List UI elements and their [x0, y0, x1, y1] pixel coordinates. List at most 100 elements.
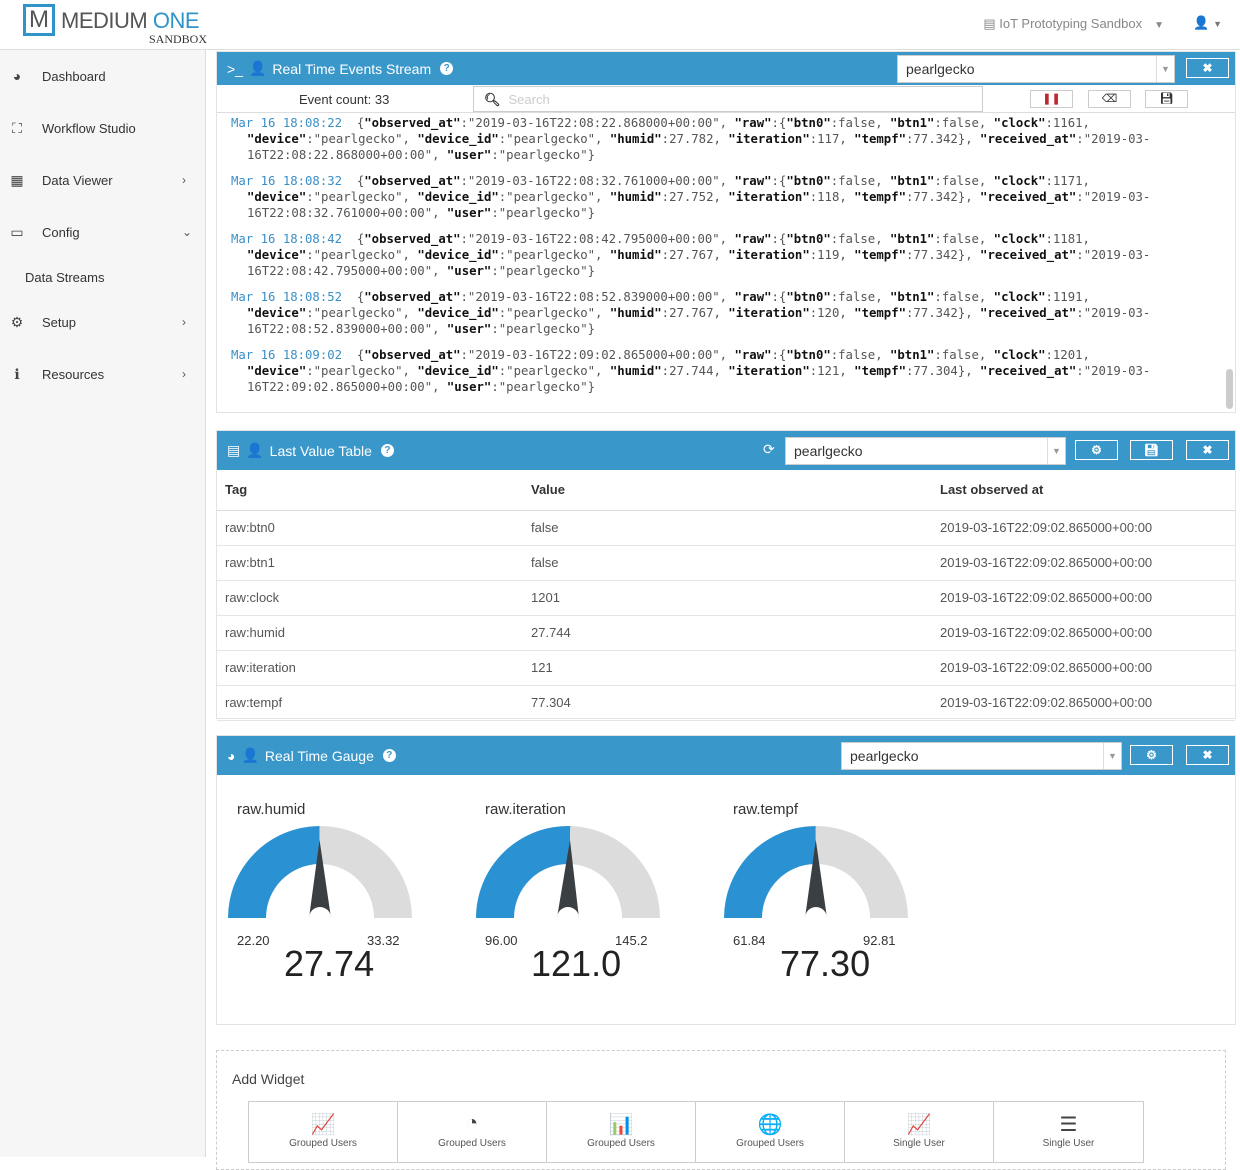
add-widget-title: Add Widget [232, 1071, 305, 1087]
user-select[interactable]: pearlgecko ▼ [785, 437, 1066, 465]
field-humid: 27.767 [669, 306, 714, 320]
table-row: raw:clock 1201 2019-03-16T22:09:02.865000+… [217, 580, 1235, 616]
sidebar-item-setup[interactable]: ⚙ Setup › [0, 296, 205, 348]
user-menu[interactable]: 👤 ▼ [1193, 15, 1222, 31]
tag-cell: raw:humid [217, 615, 523, 651]
log-entry: Mar 16 18:09:02 {"observed_at":"2019-03-… [231, 348, 1151, 394]
save-button[interactable]: 💾︎ [1145, 90, 1188, 108]
user-icon: 👤 [246, 442, 264, 458]
gauge-dial [476, 826, 660, 919]
field-observed_at: 2019-03-16T22:08:52.839000+00:00 [475, 290, 713, 304]
brand-sub: SANDBOX [149, 32, 208, 46]
field-device: pearlgecko [321, 306, 396, 320]
column-header-value[interactable]: Value [523, 470, 932, 511]
widget-option-label: Grouped Users [736, 1138, 804, 1149]
field-btn1: false [941, 290, 979, 304]
field-device_id: pearlgecko [513, 132, 588, 146]
log-time: Mar 16 18:08:32 [231, 174, 343, 188]
sidebar-item-data-viewer[interactable]: ▦ Data Viewer › [0, 154, 205, 206]
add-widget-option[interactable]: 📊 Grouped Users [547, 1102, 696, 1162]
log-time: Mar 16 18:08:42 [231, 232, 343, 246]
user-select-value: pearlgecko [850, 748, 919, 764]
events-toolbar: Event count: 33 🔍︎ Search ❚❚ ⌫ 💾︎ [217, 85, 1235, 113]
field-device: pearlgecko [321, 248, 396, 262]
save-button[interactable]: 💾︎ [1130, 440, 1173, 460]
server-icon: ☰ [1059, 1114, 1078, 1136]
field-device: pearlgecko [321, 190, 396, 204]
add-widget-option[interactable]: ◔ Grouped Users [398, 1102, 547, 1162]
log-entry: Mar 16 18:08:52 {"observed_at":"2019-03-… [231, 290, 1151, 336]
chevron-down-icon: ▼ [1103, 743, 1121, 769]
settings-button[interactable]: ⚙ [1130, 745, 1173, 765]
field-device_id: pearlgecko [513, 248, 588, 262]
add-widget-option[interactable]: ☰ Single User [994, 1102, 1143, 1162]
sidebar-item-dashboard[interactable]: ◕ Dashboard [0, 50, 205, 102]
log-time: Mar 16 18:08:52 [231, 290, 343, 304]
field-tempf: 77.342 [913, 248, 958, 262]
search-input[interactable]: 🔍︎ Search [473, 86, 983, 112]
sidebar-item-workflow-studio[interactable]: ⛶ Workflow Studio [0, 102, 205, 154]
gauge-max: 33.32 [367, 933, 400, 948]
tag-cell: raw:btn1 [217, 545, 523, 581]
logo[interactable]: M MEDIUM ONE SANDBOX [23, 4, 207, 46]
column-header-last-observed[interactable]: Last observed at [932, 470, 1235, 511]
help-icon[interactable]: ? [380, 444, 394, 457]
field-tempf: 77.342 [913, 190, 958, 204]
field-clock: 1201 [1052, 348, 1083, 362]
user-select-value: pearlgecko [794, 443, 863, 459]
events-stream-panel: >_ 👤 Real Time Events Stream ? pearlgeck… [216, 51, 1236, 413]
sidebar-item-resources[interactable]: ℹ Resources › [0, 348, 205, 400]
help-icon[interactable]: ? [440, 62, 454, 75]
field-btn1: false [941, 174, 979, 188]
settings-button[interactable]: ⚙ [1075, 440, 1118, 460]
sidebar-item-config[interactable]: ▭ Config ⌄ [0, 206, 205, 258]
help-icon[interactable]: ? [382, 749, 396, 762]
eraser-button[interactable]: ⌫ [1088, 90, 1131, 108]
field-iteration: 118 [817, 190, 840, 204]
last-observed-cell: 2019-03-16T22:09:02.865000+00:00 [932, 510, 1235, 546]
list-icon: ▤ [227, 442, 241, 458]
field-device_id: pearlgecko [513, 190, 588, 204]
value-cell: 1201 [523, 580, 932, 616]
close-button[interactable]: ✖ [1186, 58, 1229, 78]
table-row: raw:btn1 false 2019-03-16T22:09:02.865000+… [217, 545, 1235, 581]
sidebar-item-data-streams[interactable]: Data Streams [0, 258, 205, 296]
column-header-tag[interactable]: Tag [217, 470, 523, 511]
field-received_at: 2019-03-16T22:09:02.865000+00:00 [247, 364, 1151, 394]
gears-icon: ⚙ [10, 313, 24, 330]
project-name: IoT Prototyping Sandbox [999, 16, 1143, 31]
close-button[interactable]: ✖ [1186, 745, 1229, 765]
gauge-value: 27.74 [284, 943, 375, 984]
table-icon: ▦ [10, 171, 24, 188]
add-widget-option[interactable]: 📈 Grouped Users [249, 1102, 398, 1162]
gauge-max: 92.81 [863, 933, 896, 948]
chevron-down-icon: ▼ [1047, 438, 1065, 464]
field-tempf: 77.304 [913, 364, 958, 378]
add-widget-option[interactable]: 🌐 Grouped Users [696, 1102, 845, 1162]
panel-header: ▤ 👤 Last Value Table ? ⟳ pearlgecko ▼ ⚙ 💾… [217, 431, 1235, 470]
scrollbar[interactable] [1226, 369, 1233, 409]
user-select[interactable]: pearlgecko ▼ [841, 742, 1122, 770]
sidebar-item-label: Workflow Studio [42, 120, 136, 136]
field-observed_at: 2019-03-16T22:09:02.865000+00:00 [475, 348, 713, 362]
log-entry: Mar 16 18:08:22 {"observed_at":"2019-03-… [231, 116, 1151, 162]
sidebar-item-label: Dashboard [42, 68, 106, 84]
project-selector[interactable]: ▤ IoT Prototyping Sandbox ▼ [983, 16, 1164, 32]
log-time: Mar 16 18:08:22 [231, 116, 343, 130]
user-select[interactable]: pearlgecko ▼ [897, 55, 1175, 83]
field-humid: 27.752 [669, 190, 714, 204]
field-observed_at: 2019-03-16T22:08:32.761000+00:00 [475, 174, 713, 188]
add-widget-option[interactable]: 📈 Single User [845, 1102, 994, 1162]
chevron-icon: › [182, 315, 186, 329]
field-btn0: false [838, 348, 876, 362]
field-clock: 1171 [1052, 174, 1083, 188]
close-button[interactable]: ✖ [1186, 440, 1229, 460]
sidebar: ◕ Dashboard ⛶ Workflow Studio ▦ Data Viewer › ▭… [0, 50, 206, 1157]
pause-button[interactable]: ❚❚ [1030, 90, 1073, 108]
value-cell: 77.304 [523, 685, 932, 721]
sidebar-item-label: Resources [42, 366, 105, 382]
refresh-icon[interactable]: ⟳ [763, 441, 775, 457]
event-count-label: Event count: [299, 92, 372, 107]
table-row: raw:iteration 121 2019-03-16T22:09:02.8650… [217, 650, 1235, 686]
tag-cell: raw:clock [217, 580, 523, 616]
